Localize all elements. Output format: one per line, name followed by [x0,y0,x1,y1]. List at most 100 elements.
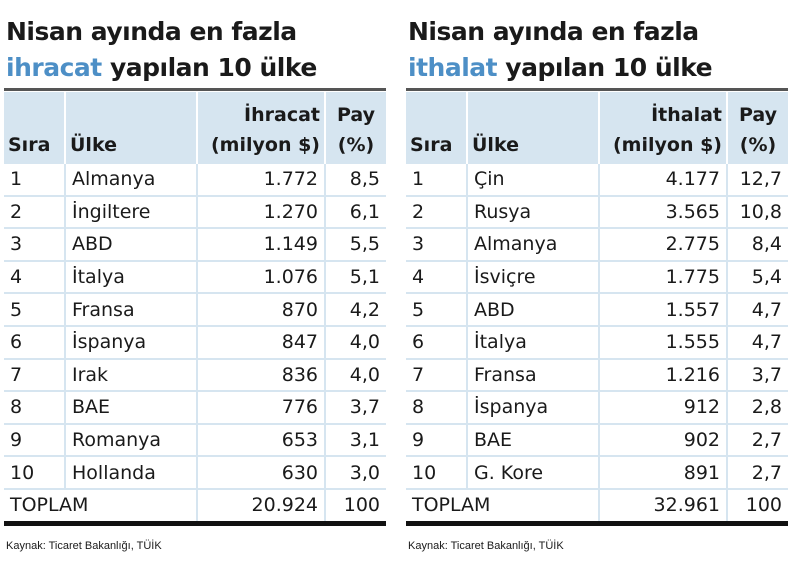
source: Kaynak: Ticaret Bakanlığı, TÜİK [6,540,162,552]
panel: Nisan ayında en fazla ihracat yapılan 10 … [0,0,388,561]
header-text: Sıra [8,134,51,156]
cell: İtalya [466,325,599,360]
cell: 1.216 [598,358,727,393]
title-rest: yapılan 10 ülke [505,53,713,82]
cell: 847 [196,325,325,360]
cell: 4,2 [324,293,386,327]
data-row: 7 Fransa 1.216 3,7 [406,358,788,393]
data-row: 9 BAE 902 2,7 [406,423,788,458]
header-cell: Sıra [4,92,65,164]
header-text: Ülke [472,134,519,156]
data-row: 2 İngiltere 1.270 6,1 [4,195,386,230]
data-row: 8 İspanya 912 2,8 [406,391,788,425]
title-rest: yapılan 10 ülke [109,53,317,82]
data-row: 3 Almanya 2.775 8,4 [406,228,788,262]
data-row: 2 Rusya 3.565 10,8 [406,195,788,230]
header-text: (%) [337,134,375,156]
data-table: Sıra Ülke İthalat (milyon $) Pay (%) 1 Çin 4.177… [406,92,788,526]
cell: 3 [4,228,65,262]
cell: 4,0 [324,325,386,360]
total-value: 32.961 [598,488,727,526]
cell: 1.270 [196,195,325,230]
cell: 5 [406,293,467,327]
total-value: 20.924 [196,488,325,526]
cell: 9 [406,423,467,458]
cell: 5,4 [726,260,788,295]
title-line: Nisan ayında en fazla [6,17,297,46]
title-line: ithalat yapılan 10 ülke [408,50,713,86]
top-rule [4,88,386,91]
total-label: TOPLAM [406,488,599,526]
header-text: (milyon $) [211,134,320,156]
cell: 1.555 [598,325,727,360]
data-row: 10 G. Kore 891 2,7 [406,456,788,490]
header-cell: Ülke [64,92,197,164]
cell: 1.775 [598,260,727,295]
header-text: (%) [739,134,777,156]
cell: İngiltere [64,195,197,230]
cell: 1.149 [196,228,325,262]
cell: 7 [406,358,467,393]
header-text: (milyon $) [613,134,722,156]
title-highlight: ihracat [6,53,102,82]
data-row: 5 ABD 1.557 4,7 [406,293,788,327]
header-cell: İhracat (milyon $) [196,92,325,164]
data-row: 8 BAE 776 3,7 [4,391,386,425]
cell: 2 [4,195,65,230]
header-cell: Pay (%) [324,92,386,164]
cell: 870 [196,293,325,327]
header-row: Sıra Ülke İthalat (milyon $) Pay (%) [406,92,788,164]
total-row: TOPLAM 20.924 100 [4,488,386,526]
cell: 2 [406,195,467,230]
cell: 4.177 [598,164,727,197]
cell: 1.772 [196,164,325,197]
cell: Almanya [466,228,599,262]
data-row: 1 Çin 4.177 12,7 [406,164,788,197]
cell: 5,1 [324,260,386,295]
cell: 902 [598,423,727,458]
panel: Nisan ayında en fazla ithalat yapılan 10 … [402,0,790,561]
top-rule [406,88,788,91]
cell: 7 [4,358,65,393]
cell: 8 [406,391,467,425]
cell: 8 [4,391,65,425]
cell: İspanya [466,391,599,425]
data-row: 4 İtalya 1.076 5,1 [4,260,386,295]
cell: 3,0 [324,456,386,490]
cell: 9 [4,423,65,458]
title-line: Nisan ayında en fazla [408,17,699,46]
header-text: İhracat [244,104,320,126]
header-row: Sıra Ülke İhracat (milyon $) Pay (%) [4,92,386,164]
cell: 912 [598,391,727,425]
data-row: 1 Almanya 1.772 8,5 [4,164,386,197]
cell: ABD [64,228,197,262]
cell: 1 [4,164,65,197]
cell: Almanya [64,164,197,197]
total-share: 100 [324,488,386,526]
total-label: TOPLAM [4,488,197,526]
cell: 776 [196,391,325,425]
cell: Hollanda [64,456,197,490]
cell: 1.557 [598,293,727,327]
data-row: 3 ABD 1.149 5,5 [4,228,386,262]
total-row: TOPLAM 32.961 100 [406,488,788,526]
header-text: Ülke [70,134,117,156]
cell: 2,7 [726,423,788,458]
header-cell: Pay (%) [726,92,788,164]
data-row: 10 Hollanda 630 3,0 [4,456,386,490]
title-line: ihracat yapılan 10 ülke [6,50,317,86]
cell: BAE [466,423,599,458]
cell: 836 [196,358,325,393]
cell: Fransa [64,293,197,327]
cell: Romanya [64,423,197,458]
cell: 4,0 [324,358,386,393]
panel-title: Nisan ayında en fazla ithalat yapılan 10 … [408,14,713,86]
data-row: 7 Irak 836 4,0 [4,358,386,393]
data-row: 6 İtalya 1.555 4,7 [406,325,788,360]
cell: 4 [4,260,65,295]
cell: 5 [4,293,65,327]
cell: 2,7 [726,456,788,490]
header-text: Sıra [410,134,453,156]
cell: 630 [196,456,325,490]
cell: 4,7 [726,293,788,327]
